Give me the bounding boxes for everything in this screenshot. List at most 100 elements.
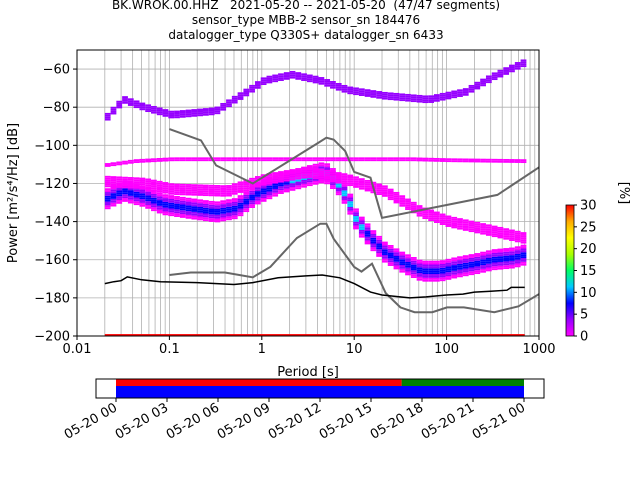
density-cell (249, 86, 255, 89)
density-cell (191, 217, 198, 220)
density-cell (491, 72, 498, 75)
density-cell (133, 102, 140, 105)
density-cell (260, 81, 267, 84)
density-cell (491, 268, 498, 271)
density-cell (174, 110, 180, 113)
density-cell (151, 185, 157, 188)
density-cell (145, 199, 152, 202)
density-cell (480, 82, 486, 85)
density-cell (428, 266, 434, 269)
density-cell (347, 210, 354, 213)
density-cell (301, 178, 307, 180)
density-cell (387, 254, 394, 257)
density-cell (151, 197, 157, 200)
density-cell (151, 109, 157, 112)
density-cell (278, 77, 284, 80)
density-cell (237, 204, 244, 207)
density-cell (324, 169, 331, 172)
density-cell (162, 182, 169, 184)
density-cell (243, 196, 250, 199)
density-cell (306, 182, 313, 185)
density-cell (439, 273, 446, 276)
density-cell (214, 220, 221, 223)
density-cell (162, 199, 169, 202)
density-cell (474, 81, 481, 84)
density-cell (324, 180, 331, 183)
density-cell (468, 257, 475, 260)
density-cell (393, 157, 400, 160)
density-cell (416, 96, 423, 99)
density-cell (185, 185, 192, 188)
density-cell (283, 179, 290, 182)
density-cell (122, 182, 128, 185)
density-cell (509, 70, 515, 73)
density-cell (249, 90, 255, 93)
density-cell (485, 265, 492, 268)
density-cell (191, 189, 198, 192)
density-cell (445, 225, 452, 227)
timeline-gap-green (401, 379, 524, 386)
density-cell (301, 77, 307, 80)
density-cell (145, 197, 152, 200)
density-cell (382, 191, 388, 193)
density-cell (439, 219, 446, 222)
density-cell (185, 111, 192, 114)
density-cell (122, 196, 128, 199)
density-cell (428, 272, 434, 275)
timeline-tick-label: 05-20 06 (164, 400, 222, 442)
density-cell (266, 176, 273, 179)
density-cell (324, 167, 331, 170)
density-cell (462, 266, 469, 269)
density-cell (116, 190, 123, 193)
density-cell (116, 163, 123, 166)
density-cell (451, 268, 458, 271)
density-cell (208, 206, 215, 209)
density-cell (202, 184, 209, 187)
density-cell (480, 265, 486, 267)
density-cell (497, 267, 504, 270)
density-cell (457, 158, 463, 161)
density-cell (330, 183, 336, 186)
density-cell (197, 203, 203, 206)
density-cell (110, 200, 117, 203)
density-cell (428, 275, 434, 278)
density-cell (110, 196, 117, 199)
density-cell (168, 112, 175, 115)
density-cell (151, 105, 157, 108)
timeline-tick-label: 05-21 00 (470, 400, 528, 442)
density-cell (387, 98, 394, 101)
density-cell (139, 108, 146, 111)
density-cell (179, 200, 186, 203)
density-cell (151, 111, 157, 114)
density-cell (520, 250, 527, 253)
density-cell (364, 229, 371, 232)
density-cell (151, 195, 157, 198)
axes-frame (76, 49, 540, 337)
density-cell (156, 192, 163, 195)
density-cell (410, 207, 417, 210)
density-cell (428, 215, 434, 218)
density-cell (156, 113, 163, 116)
density-cell (260, 190, 267, 193)
density-cell (468, 160, 475, 163)
density-cell (376, 241, 383, 244)
density-cell (110, 195, 117, 197)
density-cell (405, 258, 411, 261)
density-cell (439, 221, 446, 224)
density-cell (399, 266, 406, 269)
density-cell (260, 157, 267, 160)
density-cell (139, 191, 146, 194)
density-cell (480, 270, 486, 273)
density-cell (353, 208, 359, 211)
density-cell (497, 258, 504, 261)
density-cell (422, 159, 429, 162)
density-cell (358, 228, 365, 230)
density-cell (127, 182, 134, 185)
density-cell (503, 253, 510, 256)
density-cell (370, 241, 377, 244)
timeline-data-coverage (116, 386, 524, 398)
density-cell (226, 186, 232, 189)
density-cell (214, 218, 221, 221)
density-cell (254, 181, 261, 184)
density-cell (341, 196, 348, 199)
